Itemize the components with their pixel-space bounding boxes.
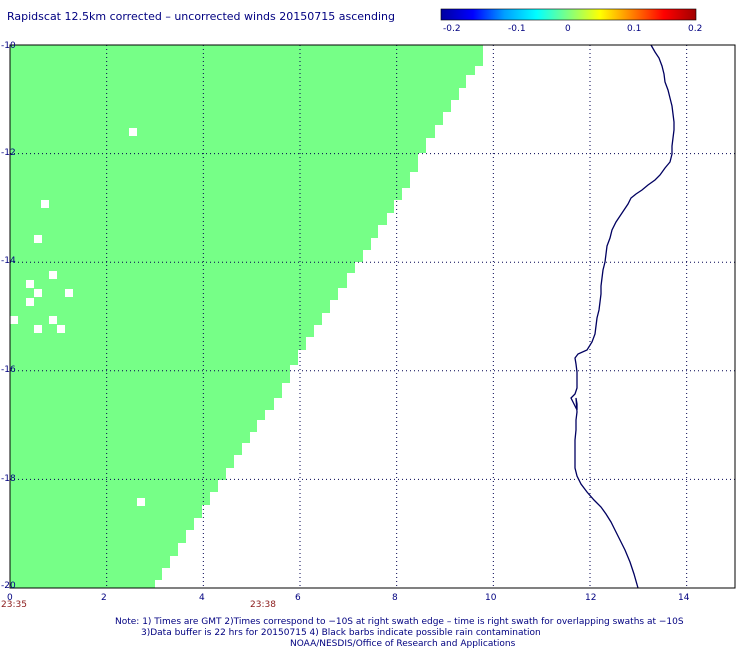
colorbar-tick-label: -0.2 — [443, 24, 461, 34]
missing-cell — [26, 298, 34, 306]
missing-cell — [34, 325, 42, 333]
y-tick-label: -18 — [1, 474, 16, 484]
missing-cell — [10, 316, 18, 324]
y-tick-label: -10 — [1, 41, 16, 51]
x-axis-labels: 0 2 4 6 8 10 12 14 — [7, 593, 690, 603]
x-tick-label: 6 — [295, 593, 301, 603]
swath-time-label: 23:38 — [250, 600, 276, 610]
y-tick-label: -16 — [1, 365, 16, 375]
footnote-line-1: Note: 1) Times are GMT 2)Times correspon… — [115, 617, 684, 627]
colorbar-tick-label: 0.2 — [688, 24, 702, 34]
y-tick-label: -20 — [1, 581, 16, 591]
colorbar-tick-labels: -0.2 -0.1 0 0.1 0.2 — [443, 24, 702, 34]
footnote-line-2: 3)Data buffer is 22 hrs for 20150715 4) … — [141, 628, 541, 638]
missing-cell — [26, 280, 34, 288]
missing-cell — [129, 128, 137, 136]
missing-cell — [34, 289, 42, 297]
x-tick-label: 14 — [678, 593, 690, 603]
map-frame — [9, 44, 736, 589]
swath-fill — [10, 45, 483, 588]
colorbar-gradient — [440, 8, 697, 21]
y-axis-labels: -10 -12 -14 -16 -18 -20 — [1, 41, 16, 591]
lat-lon-grid — [10, 45, 735, 588]
colorbar — [440, 8, 697, 21]
missing-cell — [41, 200, 49, 208]
coastline — [570, 44, 675, 589]
missing-data-cells — [10, 128, 145, 506]
missing-cell — [65, 289, 73, 297]
missing-cell — [137, 498, 145, 506]
x-tick-label: 8 — [392, 593, 398, 603]
wind-swath — [10, 45, 483, 588]
x-tick-label: 10 — [485, 593, 497, 603]
colorbar-tick-label: -0.1 — [508, 24, 526, 34]
missing-cell — [34, 235, 42, 243]
figure-title: Rapidscat 12.5km corrected – uncorrected… — [7, 10, 395, 23]
y-tick-label: -12 — [1, 148, 16, 158]
y-tick-label: -14 — [1, 256, 16, 266]
colorbar-tick-label: 0 — [565, 24, 571, 34]
missing-cell — [57, 325, 65, 333]
footnote-credit: NOAA/NESDIS/Office of Research and Appli… — [290, 639, 516, 649]
x-tick-label: 0 — [7, 593, 13, 603]
colorbar-tick-label: 0.1 — [627, 24, 641, 34]
x-tick-label: 12 — [585, 593, 596, 603]
missing-cell — [49, 271, 57, 279]
x-tick-label: 2 — [101, 593, 107, 603]
map-plot-area — [9, 44, 736, 589]
swath-time-label: 23:35 — [1, 600, 27, 610]
missing-cell — [49, 316, 57, 324]
x-tick-label: 4 — [199, 593, 205, 603]
